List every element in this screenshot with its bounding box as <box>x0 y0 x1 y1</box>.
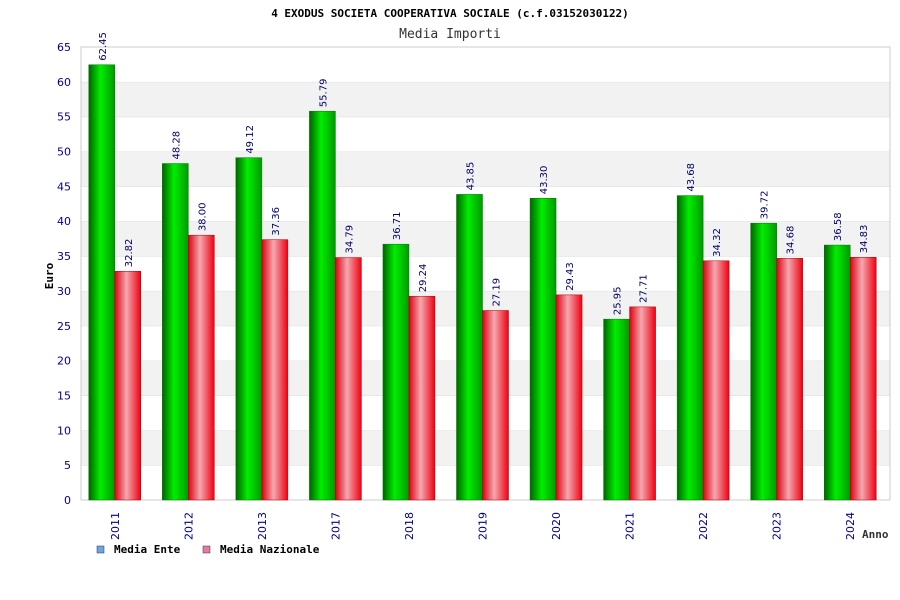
y-axis: 0 5 10 15 20 25 30 35 40 45 50 55 60 65 <box>57 41 71 507</box>
y-tick-label: 10 <box>57 424 71 437</box>
data-label: 43.85 <box>466 162 477 191</box>
y-tick-label: 5 <box>64 459 71 472</box>
bar-media-nazionale-2018 <box>408 295 436 501</box>
grid-band <box>81 81 890 117</box>
bar-media-nazionale-2023 <box>776 258 803 501</box>
x-tick-label: 2020 <box>550 512 563 540</box>
data-label: 49.12 <box>245 125 256 154</box>
y-tick-label: 30 <box>57 285 71 298</box>
bar-media-ente-2018 <box>382 243 410 501</box>
bar-media-nazionale-2020 <box>555 294 583 501</box>
x-tick-label: 2012 <box>182 512 195 540</box>
bar-media-nazionale-2017 <box>335 257 362 501</box>
legend-swatch-media-ente <box>96 545 105 554</box>
bar-media-ente-2013 <box>235 157 263 501</box>
x-tick-label: 2022 <box>697 512 710 540</box>
x-tick-label: 2021 <box>624 512 637 540</box>
legend-label-media-ente: Media Ente <box>114 543 181 556</box>
bar-media-nazionale-2013 <box>261 239 289 501</box>
bar-media-nazionale-2024 <box>849 257 877 501</box>
x-tick-label: 2017 <box>329 512 342 540</box>
data-label: 36.71 <box>392 212 403 241</box>
legend-swatch-media-nazionale <box>202 545 211 554</box>
data-label: 37.36 <box>271 207 282 236</box>
bar-series: 62.45 32.82 48.28 38.00 49.12 37.36 55.79 34.79… <box>88 32 877 501</box>
legend-label-media-nazionale: Media Nazionale <box>220 543 320 556</box>
y-tick-label: 40 <box>57 215 71 228</box>
y-tick-label: 0 <box>64 494 71 507</box>
bar-media-nazionale-2021 <box>629 306 656 501</box>
chart-subtitle: Media Importi <box>399 27 501 42</box>
x-tick-label: 2024 <box>844 512 857 540</box>
y-tick-label: 65 <box>57 41 71 54</box>
data-label: 25.95 <box>613 287 624 316</box>
data-label: 29.43 <box>565 262 576 291</box>
bar-media-nazionale-2022 <box>702 260 730 501</box>
grid-band <box>81 186 890 222</box>
bar-media-ente-2024 <box>823 244 851 501</box>
x-tick-label: 2013 <box>256 512 269 540</box>
bar-media-ente-2020 <box>529 197 557 501</box>
data-label: 36.58 <box>833 212 844 241</box>
x-tick-label: 2019 <box>477 512 490 540</box>
y-tick-label: 25 <box>57 320 71 333</box>
data-label: 34.83 <box>859 225 870 254</box>
x-tick-label: 2018 <box>403 512 416 540</box>
bar-media-nazionale-2012 <box>188 234 215 501</box>
y-tick-label: 60 <box>57 76 71 89</box>
y-axis-label: Euro <box>43 262 56 289</box>
x-tick-label: 2023 <box>771 512 784 540</box>
grid-band <box>81 47 890 82</box>
grid-band <box>81 116 890 152</box>
data-label: 38.00 <box>197 203 208 232</box>
x-tick-label: 2011 <box>109 512 122 540</box>
grid-band <box>81 151 890 187</box>
y-tick-label: 15 <box>57 389 71 402</box>
data-label: 62.45 <box>98 32 109 61</box>
bar-media-ente-2011 <box>88 64 116 501</box>
data-label: 43.30 <box>539 166 550 195</box>
data-label: 39.72 <box>760 191 771 220</box>
y-tick-label: 55 <box>57 111 71 124</box>
data-label: 27.71 <box>639 274 650 303</box>
bar-media-nazionale-2019 <box>482 310 509 501</box>
y-tick-label: 45 <box>57 180 71 193</box>
y-tick-label: 50 <box>57 146 71 159</box>
y-tick-label: 20 <box>57 355 71 368</box>
bar-media-ente-2021 <box>603 318 630 501</box>
bar-media-nazionale-2011 <box>114 271 142 501</box>
data-label: 34.68 <box>786 226 797 255</box>
data-label: 29.24 <box>418 264 429 293</box>
data-label: 43.68 <box>686 163 697 192</box>
data-label: 32.82 <box>124 239 135 268</box>
legend: Media Ente Media Nazionale <box>96 543 320 556</box>
bar-media-ente-2012 <box>162 163 189 501</box>
bar-media-ente-2022 <box>676 195 704 501</box>
data-label: 34.32 <box>712 228 723 257</box>
data-label: 34.79 <box>344 225 355 254</box>
y-tick-label: 35 <box>57 250 71 263</box>
data-label: 48.28 <box>171 131 182 160</box>
bar-media-ente-2023 <box>750 222 777 501</box>
chart-title: 4 EXODUS SOCIETA COOPERATIVA SOCIALE (c.… <box>271 7 629 20</box>
bar-media-ente-2017 <box>309 110 336 501</box>
data-label: 55.79 <box>318 79 329 108</box>
x-axis: 2011 2012 2013 2017 2018 2019 2020 2021 2022 2023… <box>109 512 857 540</box>
x-axis-label: Anno <box>862 528 889 541</box>
bar-media-ente-2019 <box>456 194 483 501</box>
data-label: 27.19 <box>492 278 503 307</box>
